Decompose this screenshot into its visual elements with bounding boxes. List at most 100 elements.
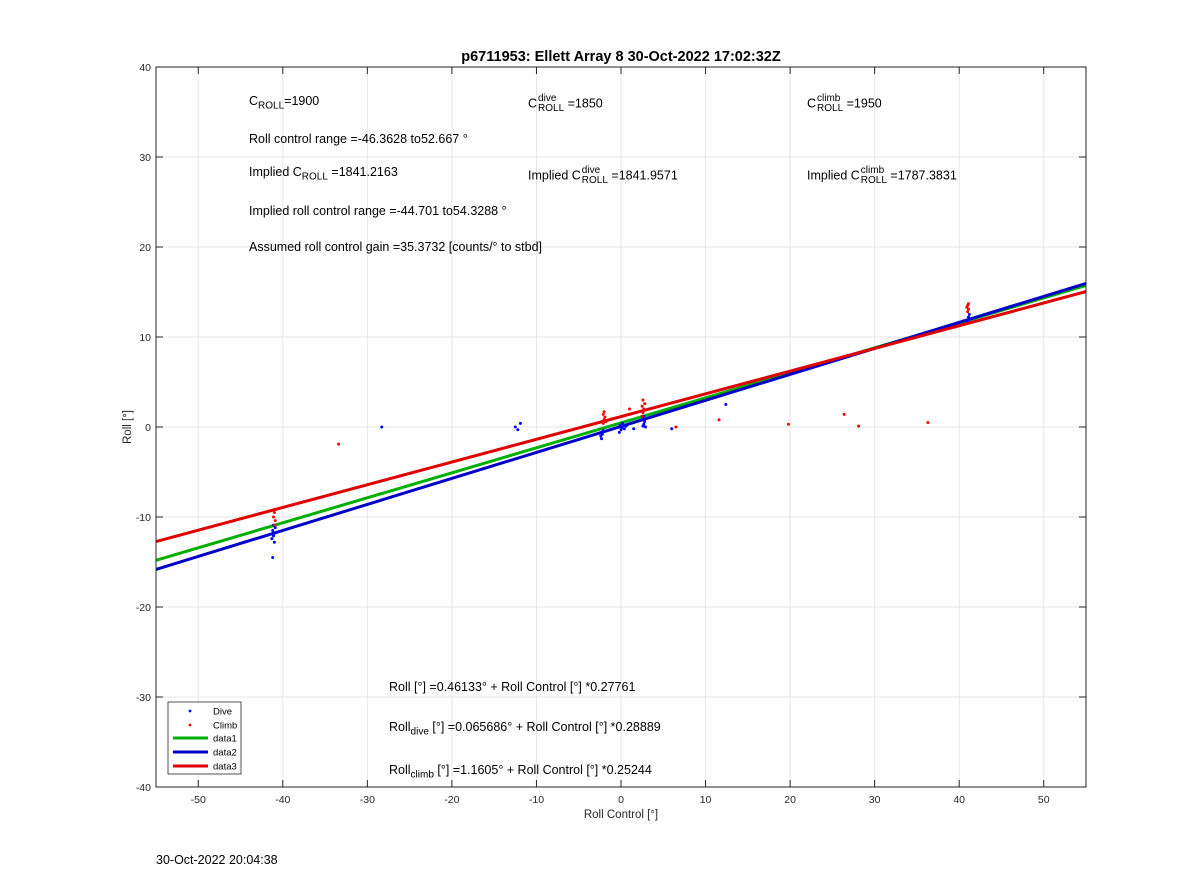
climb-point (842, 412, 846, 416)
legend-dive-marker (188, 709, 192, 713)
axis-ticks: -50 -40 -30 -20 -10 0 10 20 30 40 50 -40 -30 -20 -10 0 1… (136, 62, 1086, 806)
dive-point (271, 529, 275, 532)
climb-point (273, 519, 277, 523)
dive-point (601, 429, 605, 433)
y-tick-label: 20 (139, 242, 151, 254)
x-tick-label: -20 (444, 794, 459, 806)
fit-equation-all: Roll [°] =0.46133° + Roll Control [°] *0… (389, 680, 636, 694)
legend-data1-label: data1 (213, 734, 237, 745)
legend: Dive Climb data1 data2 data3 (167, 701, 242, 775)
x-tick-label: -30 (360, 794, 375, 806)
dive-point (641, 417, 645, 421)
y-tick-label: -30 (136, 692, 151, 704)
dive-point (516, 428, 520, 432)
climb-point (640, 414, 644, 418)
roll-control-range: Roll control range =-46.3628 to52.667 ° (249, 132, 468, 146)
y-tick-label: 30 (139, 152, 151, 164)
print-timestamp: 30-Oct-2022 20:04:38 (156, 853, 278, 867)
dive-point (632, 427, 636, 431)
y-tick-label: 10 (139, 332, 151, 344)
dive-point (967, 313, 971, 316)
dive-point (620, 426, 624, 430)
dive-point (642, 422, 646, 426)
dive-point (966, 315, 970, 319)
x-tick-label: 30 (869, 794, 881, 806)
dive-point (272, 540, 276, 544)
y-tick-label: 40 (139, 62, 151, 74)
climb-point (640, 404, 644, 408)
x-tick-label: 10 (700, 794, 712, 806)
climb-point (627, 407, 631, 411)
dive-point (271, 556, 275, 559)
climb-point (272, 511, 276, 514)
implied-roll-control-range: Implied roll control range =-44.701 to54… (249, 204, 507, 218)
climb-point (966, 310, 970, 314)
dive-point (621, 421, 625, 425)
fit-line-data3 (155, 290, 1087, 543)
dive-point (272, 531, 276, 535)
climb-point (603, 415, 607, 419)
climb-point (272, 515, 276, 519)
x-tick-label: 20 (784, 794, 796, 806)
c-roll-annotation: CROLL=1900 (249, 94, 320, 112)
x-tick-label: 0 (618, 794, 624, 806)
legend-climb-marker (188, 723, 192, 727)
legend-data2-label: data2 (213, 748, 237, 759)
y-tick-label: -40 (136, 782, 151, 794)
dive-point (272, 534, 276, 538)
dive-point (624, 424, 628, 428)
legend-climb-label: Climb (213, 721, 237, 732)
dive-point (670, 427, 674, 431)
x-tick-label: -40 (275, 794, 290, 806)
x-tick-label: -10 (529, 794, 544, 806)
climb-point (643, 402, 647, 406)
climb-point (642, 408, 646, 412)
dive-point (513, 425, 517, 429)
climb-point (786, 422, 790, 426)
x-tick-label: 40 (953, 794, 965, 806)
implied-c-roll: Implied CROLL =1841.2163 (249, 165, 398, 183)
dive-point (273, 526, 277, 530)
climb-point (641, 411, 645, 415)
legend-dive-label: Dive (213, 707, 232, 718)
legend-data3-label: data3 (213, 762, 237, 773)
dive-point (622, 427, 626, 431)
dive-point (644, 425, 648, 429)
y-axis-label: Roll [°] (122, 410, 134, 444)
dive-point (966, 319, 970, 323)
dive-point (518, 421, 522, 425)
climb-point (926, 421, 930, 424)
y-tick-label: 0 (145, 422, 151, 434)
climb-point (641, 398, 645, 402)
y-tick-label: -10 (136, 512, 151, 524)
chart-title: p6711953: Ellett Array 8 30-Oct-2022 17:… (461, 49, 781, 65)
x-axis-label: Roll Control [°] (584, 809, 658, 821)
data-points (270, 302, 971, 559)
fit-equation-climb: Rollclimb [°] =1.1605° + Roll Control [°… (389, 763, 652, 781)
dive-point (724, 403, 728, 406)
climb-point (272, 523, 276, 527)
climb-point (601, 412, 605, 416)
dive-point (600, 437, 604, 441)
y-tick-label: -20 (136, 602, 151, 614)
climb-point (602, 410, 606, 414)
dive-point (617, 430, 621, 434)
dive-point (618, 423, 622, 427)
dive-point (270, 537, 274, 541)
climb-point (604, 420, 608, 424)
fit-equation-dive: Rolldive [°] =0.065686° + Roll Control [… (389, 720, 661, 738)
dive-point (643, 420, 647, 424)
roll-control-gain: Assumed roll control gain =35.3732 [coun… (249, 240, 543, 254)
climb-point (337, 442, 341, 446)
x-tick-label: 50 (1038, 794, 1050, 806)
x-tick-label: -50 (191, 794, 206, 806)
climb-point (717, 418, 721, 422)
climb-point (857, 424, 861, 428)
climb-point (966, 302, 970, 306)
dive-point (380, 425, 384, 429)
climb-point (674, 425, 678, 429)
